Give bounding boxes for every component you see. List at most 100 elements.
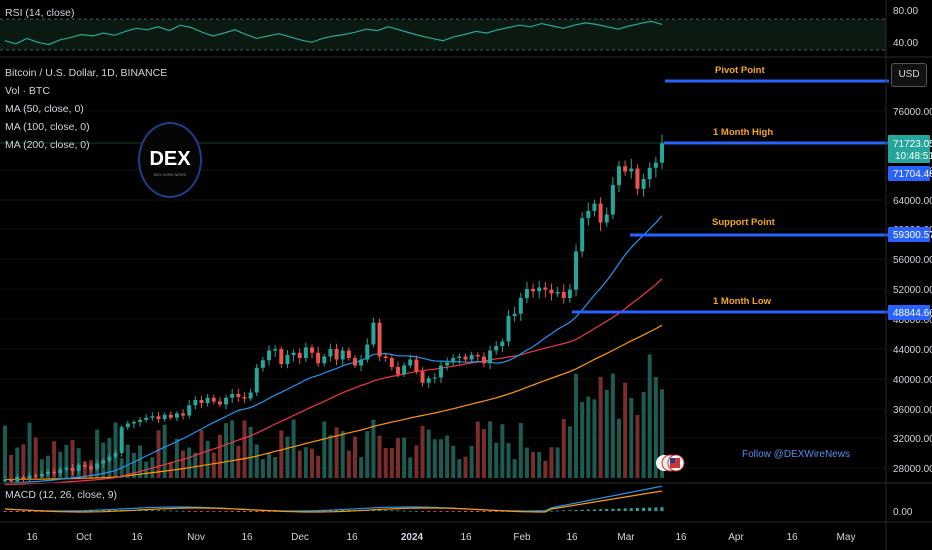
candle-body	[463, 356, 468, 360]
macd-histogram-bar	[623, 508, 627, 511]
candle	[617, 161, 622, 193]
macd-histogram-bar	[169, 510, 173, 512]
volume-bar	[395, 437, 400, 478]
candle	[88, 463, 93, 472]
candle-body	[555, 292, 560, 294]
macd-histogram-bar	[3, 511, 7, 512]
candle-body	[285, 355, 290, 364]
macd-histogram-bar	[218, 511, 222, 512]
candle	[580, 211, 585, 258]
price-tick-label: 64000.00	[893, 196, 932, 207]
volume-bar	[64, 444, 69, 478]
candle-body	[352, 358, 357, 366]
macd-histogram-bar	[427, 511, 431, 512]
volume-bar	[494, 442, 499, 478]
volume-bar	[310, 448, 315, 478]
volume-bar	[561, 419, 566, 478]
candle-body	[76, 465, 81, 471]
candle-body	[426, 378, 431, 383]
macd-histogram-bar	[574, 510, 578, 511]
candle	[168, 411, 173, 420]
macd-histogram-bar	[629, 508, 633, 511]
currency-button[interactable]: USD	[891, 63, 927, 87]
volume-bar	[230, 420, 235, 478]
macd-histogram-bar	[494, 511, 498, 512]
price-axis[interactable]: 76000.0068000.0064000.0060000.0056000.00…	[893, 107, 932, 475]
volume-bar	[537, 452, 542, 478]
candle	[82, 460, 87, 469]
symbol-title[interactable]: Bitcoin / U.S. Dollar, 1D, BINANCE	[5, 67, 168, 79]
volume-bar	[383, 447, 388, 478]
candle-body	[254, 367, 259, 393]
volume-bar	[95, 429, 100, 478]
candle	[598, 197, 603, 232]
volume-bar	[199, 430, 204, 478]
volume-bar	[610, 373, 615, 478]
macd-histogram-bar	[414, 510, 418, 512]
time-axis[interactable]: 16 Oct 16 Nov 16 Dec 16 2024 16 Feb 16 Mar 16 Apr 16 Ma…	[26, 532, 855, 543]
price-tick-label: 40000.00	[893, 375, 932, 386]
volume-bar	[524, 447, 529, 478]
volume-bar	[254, 444, 259, 478]
rsi-label[interactable]: RSI (14, close)	[5, 7, 75, 19]
price-tick-label: 28000.00	[893, 464, 932, 475]
candle-body	[52, 471, 57, 474]
volume-bar	[389, 447, 394, 478]
candle-body	[107, 456, 112, 461]
macd-label[interactable]: MACD (12, 26, close, 9)	[5, 489, 118, 501]
support-point-label: Support Point	[712, 217, 776, 228]
candle-body	[174, 413, 179, 418]
volume-bar	[187, 447, 192, 478]
time-tick-label: Dec	[291, 532, 309, 543]
candle	[64, 465, 69, 472]
indicator-volume[interactable]: Vol · BTC	[5, 85, 50, 97]
candle	[45, 468, 50, 477]
candle-body	[359, 359, 364, 366]
macd-histogram-bar	[451, 511, 455, 512]
macd-histogram-bar	[599, 509, 603, 511]
candle	[113, 449, 118, 460]
volume-bar	[58, 451, 63, 478]
candle	[555, 286, 560, 297]
volume-bar	[506, 443, 511, 478]
ma-100-line	[4, 278, 663, 485]
time-tick-label: Feb	[513, 532, 531, 543]
time-tick-label: Apr	[728, 532, 744, 543]
volume-bar	[457, 459, 462, 478]
time-tick-label: 2024	[401, 532, 424, 543]
candle-body	[537, 287, 542, 292]
volume-bar	[45, 455, 50, 478]
volume-bar	[567, 426, 572, 478]
volume-bar	[617, 418, 622, 478]
volume-bar	[267, 453, 272, 478]
candle-body	[371, 322, 376, 345]
volume-bar	[488, 421, 493, 478]
macd-histogram-bar	[433, 511, 437, 512]
volume-bar	[33, 437, 38, 478]
indicator-ma-100[interactable]: MA (100, close, 0)	[5, 121, 90, 133]
macd-histogram-bar	[421, 511, 425, 512]
candle-body	[469, 355, 474, 360]
indicator-ma-50[interactable]: MA (50, close, 0)	[5, 103, 84, 115]
macd-histogram-bar	[224, 511, 228, 512]
macd-histogram-bar	[138, 510, 142, 511]
candle	[395, 361, 400, 378]
candle-body	[365, 344, 370, 360]
price-tick-label: 44000.00	[893, 345, 932, 356]
events-badge-icon[interactable]	[656, 454, 685, 472]
macd-histogram-bar	[181, 510, 185, 512]
volume-bar	[3, 425, 7, 478]
candle-body	[451, 358, 456, 363]
indicator-ma-200[interactable]: MA (200, close, 0)	[5, 139, 90, 151]
dex-logo-subtext: DEX WIRE NEWS	[153, 172, 187, 177]
macd-histogram-bar	[464, 511, 468, 512]
candle	[150, 412, 155, 421]
candle	[144, 414, 149, 423]
candle	[297, 348, 302, 364]
price-tick-label: 56000.00	[893, 255, 932, 266]
macd-histogram-bar	[592, 509, 596, 511]
candle	[310, 344, 315, 359]
price-grid	[0, 110, 886, 469]
price-tick-label: 52000.00	[893, 285, 932, 296]
